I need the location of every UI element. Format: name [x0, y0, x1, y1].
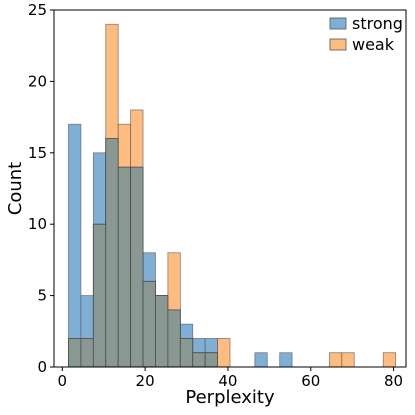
x-tick-label: 20	[136, 372, 155, 390]
legend: strong weak	[329, 14, 403, 54]
x-tick-label: 40	[218, 372, 237, 390]
bar-overlap-8	[167, 309, 181, 368]
bar-overlap-6	[142, 280, 156, 368]
bar-overlap-10	[192, 352, 206, 368]
bar-overlap-9	[179, 338, 194, 368]
y-tick-label: 5	[37, 287, 47, 305]
bar-overlap-4	[117, 166, 132, 368]
plot-frame	[53, 9, 407, 368]
y-tick-label: 25	[28, 1, 47, 19]
y-tick-label: 20	[28, 72, 47, 90]
legend-swatch-weak	[329, 38, 347, 51]
bar-overlap-2	[92, 223, 107, 368]
bar-weak-12	[217, 338, 231, 368]
x-axis-label: Perplexity	[185, 387, 275, 408]
legend-swatch-strong	[329, 17, 347, 30]
bar-overlap-11	[204, 352, 218, 368]
x-axis-ticks: 0 20 40 60 80	[58, 367, 403, 390]
bar-strong-0	[68, 123, 82, 368]
y-tick-label: 0	[37, 358, 47, 376]
legend-label-weak: weak	[352, 35, 395, 54]
x-tick-label: 0	[58, 372, 68, 390]
bar-weak-13	[328, 352, 343, 368]
x-tick-label: 60	[301, 372, 320, 390]
bar-overlap-7	[155, 295, 169, 368]
bars-layer	[68, 23, 397, 368]
bar-overlap-1	[80, 338, 94, 368]
bar-overlap-0	[68, 338, 82, 368]
bar-weak-14	[341, 352, 355, 368]
bar-strong-13	[254, 352, 268, 368]
bar-overlap-5	[130, 166, 144, 368]
y-axis-ticks: 0 5 10 15 20 25	[28, 1, 54, 376]
y-axis-label: Count	[5, 162, 26, 215]
bar-weak-15	[382, 352, 397, 368]
y-tick-label: 15	[28, 144, 47, 162]
x-tick-label: 80	[384, 372, 403, 390]
legend-label-strong: strong	[352, 14, 403, 33]
bar-overlap-3	[105, 138, 119, 368]
y-tick-label: 10	[28, 215, 47, 233]
bar-strong-14	[279, 352, 293, 368]
